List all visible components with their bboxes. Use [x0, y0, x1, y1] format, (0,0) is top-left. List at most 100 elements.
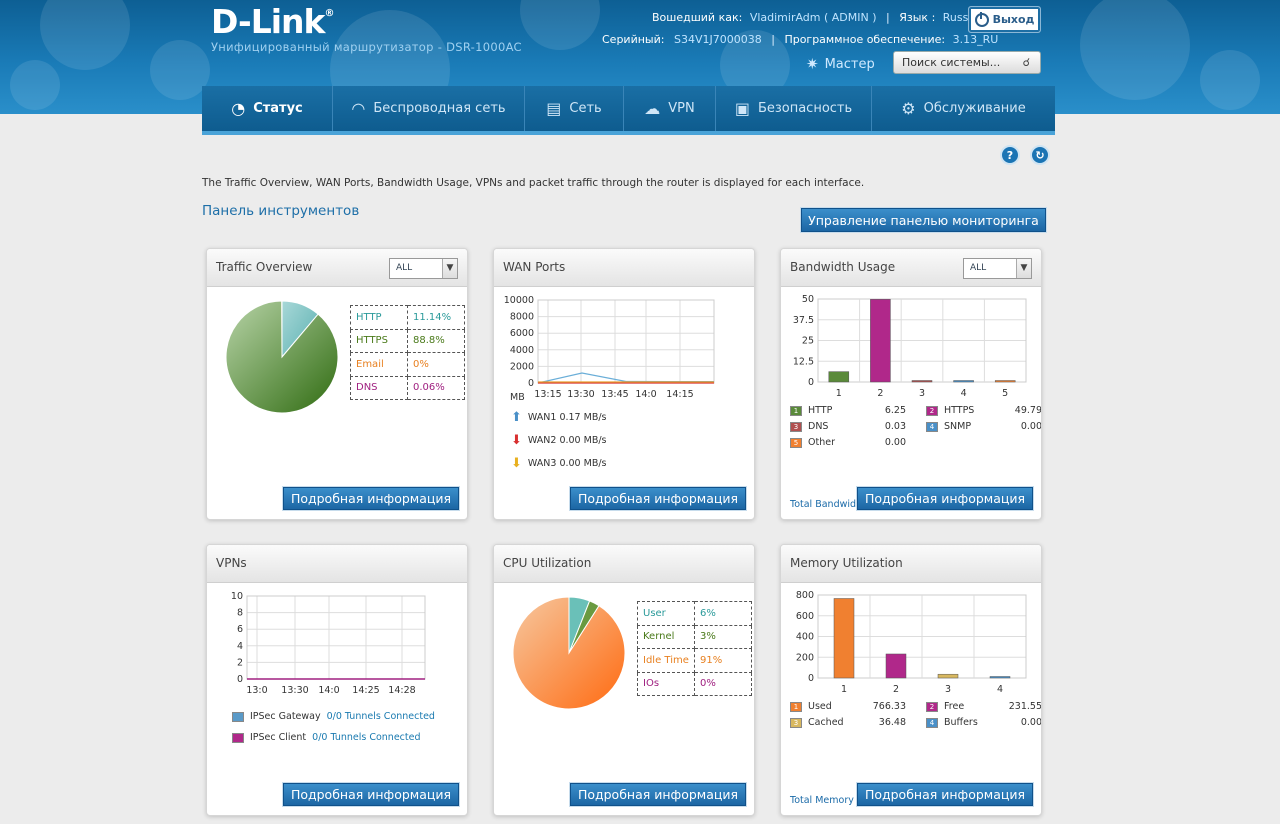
firmware-label: Программное обеспечение:	[784, 33, 946, 46]
x-tick-label: 13:45	[601, 389, 628, 400]
cpu-legend-row: User 6%	[637, 601, 752, 626]
x-tick-label: 13:30	[567, 389, 594, 400]
vpn-legend-item: IPSec Client 0/0 Tunnels Connected	[232, 732, 421, 743]
total-bandwidth-link[interactable]: Total Bandwid	[790, 499, 857, 510]
x-tick-label: 5	[1002, 388, 1008, 399]
wan-unit-label: MB	[510, 392, 525, 403]
legend-item: 4 SNMP 0.00	[926, 421, 1042, 432]
firmware-value: 3.13_RU	[952, 33, 999, 46]
cpu-legend-row: IOs 0%	[637, 671, 752, 696]
nav-maintenance[interactable]: ⚙ Обслуживание	[872, 86, 1055, 131]
traffic-legend-row: HTTP 11.14%	[350, 305, 465, 330]
traffic-legend-label: HTTPS	[350, 328, 408, 353]
x-tick-label: 14:25	[352, 685, 379, 696]
legend-swatch: 3	[790, 717, 802, 728]
traffic-legend-label: DNS	[350, 375, 408, 400]
y-tick-label: 4000	[510, 345, 534, 356]
y-tick-label: 400	[796, 632, 814, 643]
logout-button[interactable]: Выход	[968, 6, 1041, 33]
legend-swatch: 4	[926, 421, 938, 432]
x-tick-label: 13:30	[281, 685, 308, 696]
nav-network[interactable]: ▤ Сеть	[525, 86, 624, 131]
logout-label: Выход	[992, 13, 1035, 26]
legend-value: 49.79	[1014, 405, 1042, 416]
system-search-input[interactable]: Поиск системы... ☌	[893, 51, 1041, 74]
wifi-icon: ◠	[351, 99, 366, 118]
vpn-legend-label: IPSec Client	[250, 732, 307, 743]
legend-item: 2 Free 231.55	[926, 701, 1041, 712]
tunnels-link[interactable]: 0/0 Tunnels Connected	[326, 711, 435, 722]
legend-label: Free	[944, 701, 965, 712]
traffic-legend-value: 0.06%	[407, 375, 465, 400]
tunnels-link[interactable]: 0/0 Tunnels Connected	[312, 732, 421, 743]
legend-value: 0.00	[1020, 421, 1042, 432]
help-icon[interactable]: ?	[1000, 145, 1020, 165]
legend-label: DNS	[808, 421, 829, 432]
login-info: Вошедший как: VladimirAdm ( ADMIN ) | Яз…	[652, 11, 986, 24]
traffic-detail-button[interactable]: Подробная информация	[283, 487, 459, 510]
bandwidth-filter-select[interactable]: ALL ▼	[963, 258, 1032, 279]
total-memory-link[interactable]: Total Memory	[790, 795, 854, 806]
legend-value: 0.03	[884, 421, 906, 432]
bar-2	[870, 299, 891, 383]
gears-icon: ⚙	[901, 99, 916, 118]
wan-detail-button[interactable]: Подробная информация	[570, 487, 746, 510]
bar-3	[937, 673, 959, 679]
y-tick-label: 4	[237, 641, 243, 652]
bar-1	[833, 598, 855, 679]
bar-1	[828, 371, 850, 383]
x-tick-label: 14:15	[666, 389, 693, 400]
legend-label: Used	[808, 701, 832, 712]
traffic-legend-label: Email	[350, 352, 408, 377]
traffic-legend-value: 88.8%	[407, 328, 465, 353]
computer-icon: ▤	[546, 99, 562, 118]
nav-status[interactable]: ◔ Статус	[202, 86, 333, 131]
manage-dashboard-button[interactable]: Управление панелью мониторинга	[801, 208, 1046, 232]
bandwidth-detail-button[interactable]: Подробная информация	[857, 487, 1033, 510]
x-tick-label: 1	[841, 684, 847, 695]
nav-status-label: Статус	[253, 101, 303, 116]
traffic-legend-value: 0%	[407, 352, 465, 377]
traffic-legend-row: HTTPS 88.8%	[350, 328, 465, 353]
pie-slice-idle-time	[512, 596, 626, 710]
cpu-legend-value: 91%	[694, 648, 752, 673]
nav-wireless[interactable]: ◠ Беспроводная сеть	[333, 86, 525, 131]
arrow-down-icon: ⬇	[511, 433, 522, 448]
wand-icon: ✷	[806, 55, 819, 73]
vpn-detail-button[interactable]: Подробная информация	[283, 783, 459, 806]
memory-detail-button[interactable]: Подробная информация	[857, 783, 1033, 806]
nav-security[interactable]: ▣ Безопасность	[716, 86, 872, 131]
device-info: Серийный: S34V1J7000038 | Программное об…	[602, 33, 999, 46]
y-tick-label: 6	[237, 624, 243, 635]
legend-label: Cached	[808, 717, 844, 728]
cpu-detail-button[interactable]: Подробная информация	[570, 783, 746, 806]
chevron-down-icon: ▼	[1016, 259, 1031, 278]
legend-swatch	[232, 732, 244, 743]
nav-vpn[interactable]: ☁ VPN	[624, 86, 716, 131]
y-tick-label: 37.5	[793, 315, 814, 326]
refresh-icon[interactable]: ↻	[1030, 145, 1050, 165]
legend-item: 1 Used 766.33	[790, 701, 906, 712]
main-nav: ◔ Статус ◠ Беспроводная сеть ▤ Сеть ☁ VP…	[202, 86, 1055, 135]
cpu-legend-table: User 6% Kernel 3% Idle Time 91% IOs 0%	[637, 601, 752, 696]
traffic-filter-select[interactable]: ALL ▼	[389, 258, 458, 279]
user-link[interactable]: VladimirAdm ( ADMIN )	[749, 11, 877, 24]
nav-maintenance-label: Обслуживание	[923, 101, 1026, 116]
arrow-down-icon: ⬇	[511, 456, 522, 471]
wizard-link[interactable]: ✷ Мастер	[806, 55, 875, 73]
traffic-filter-value: ALL	[396, 263, 413, 273]
dashboard-title: Панель инструментов	[202, 203, 360, 219]
y-tick-label: 2	[237, 657, 243, 668]
y-tick-label: 0	[237, 674, 243, 685]
y-tick-label: 200	[796, 652, 814, 663]
logged-label: Вошедший как:	[652, 11, 743, 24]
y-tick-label: 12.5	[793, 356, 814, 367]
chevron-down-icon: ▼	[442, 259, 457, 278]
cpu-legend-value: 3%	[694, 624, 752, 649]
legend-label: Buffers	[944, 717, 978, 728]
legend-value: 36.48	[878, 717, 906, 728]
vpn-legend-item: IPSec Gateway 0/0 Tunnels Connected	[232, 711, 435, 722]
wizard-label: Мастер	[824, 56, 875, 72]
legend-swatch: 1	[790, 405, 802, 416]
cpu-legend-label: Idle Time	[637, 648, 695, 673]
